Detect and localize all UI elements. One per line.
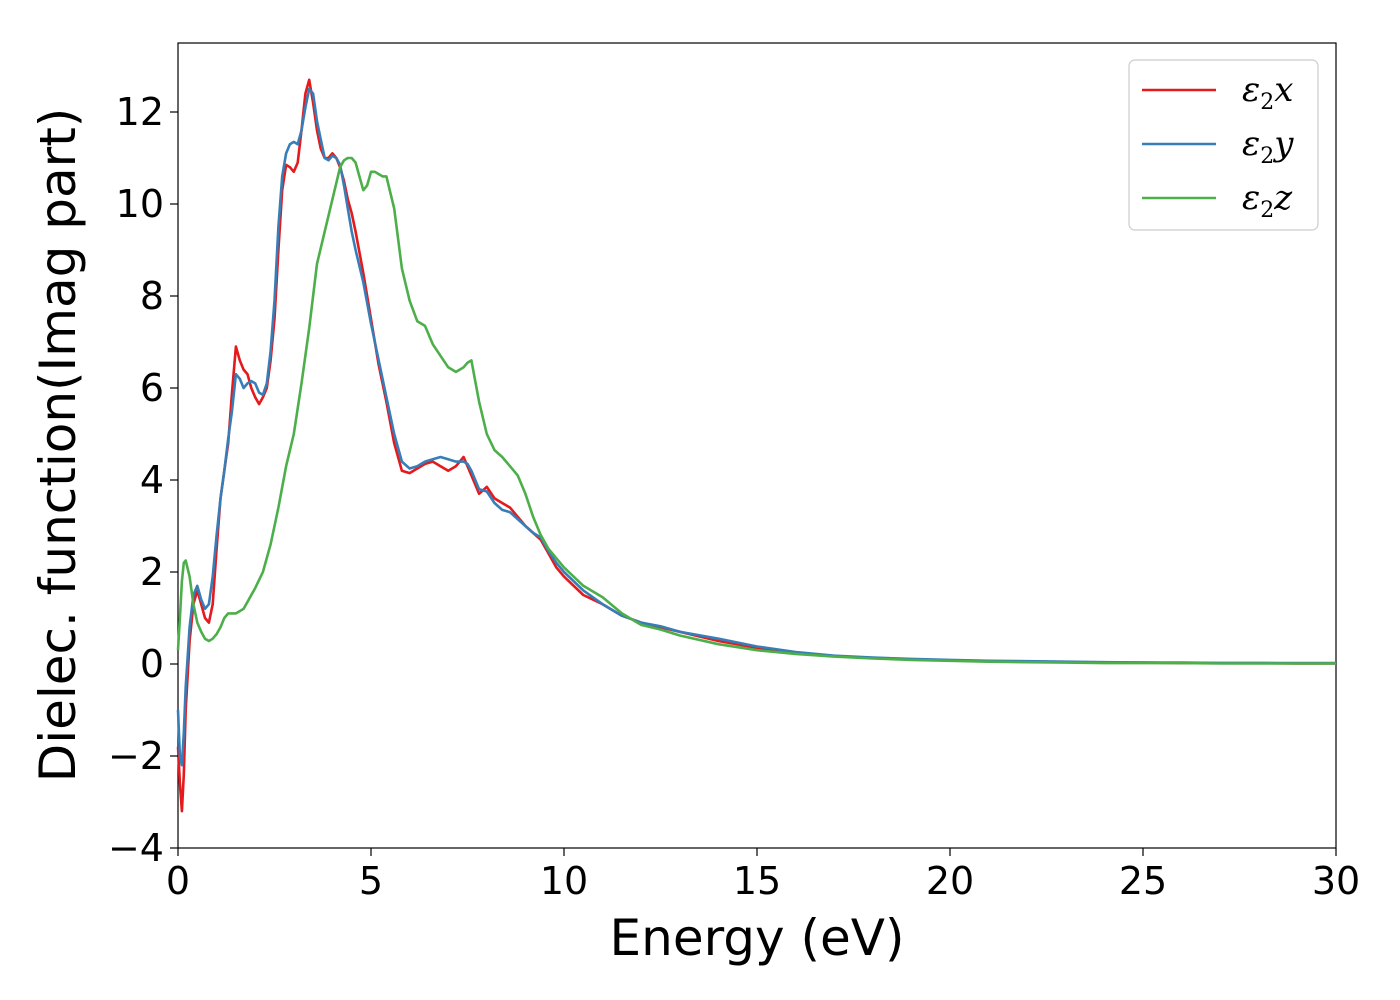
series-layer [176,78,1336,813]
y-tick-label: −4 [108,826,164,870]
x-tick-label: 0 [166,859,190,903]
y-tick-label: 10 [116,182,164,226]
y-axis-title: Dielec. function(Imag part) [29,108,87,783]
y-tick-label: 8 [140,274,164,318]
x-tick-label: 10 [540,859,588,903]
legend-label-x: ε2x [1242,70,1293,115]
legend-box [1128,59,1319,231]
series-line-y [176,87,1336,767]
x-axis-ticks: 0 5 10 15 20 25 30 [166,848,1360,903]
y-tick-label: 12 [116,90,164,134]
x-tick-label: 30 [1312,859,1360,903]
x-tick-label: 25 [1119,859,1167,903]
x-tick-label: 5 [359,859,383,903]
y-tick-label: 2 [140,550,164,594]
x-tick-label: 15 [733,859,781,903]
y-tick-label: −2 [108,734,164,778]
series-line-z [176,156,1336,665]
x-tick-label: 20 [926,859,974,903]
x-axis-title: Energy (eV) [610,909,905,967]
y-tick-label: 6 [140,366,164,410]
legend-label-y: ε2y [1242,124,1294,169]
legend: ε2x ε2y ε2z [1128,59,1319,231]
y-tick-label: 4 [140,458,164,502]
y-axis-ticks: −4 −2 0 2 4 6 8 10 12 [108,90,178,870]
y-tick-label: 0 [140,642,164,686]
legend-label-z: ε2z [1242,178,1293,223]
